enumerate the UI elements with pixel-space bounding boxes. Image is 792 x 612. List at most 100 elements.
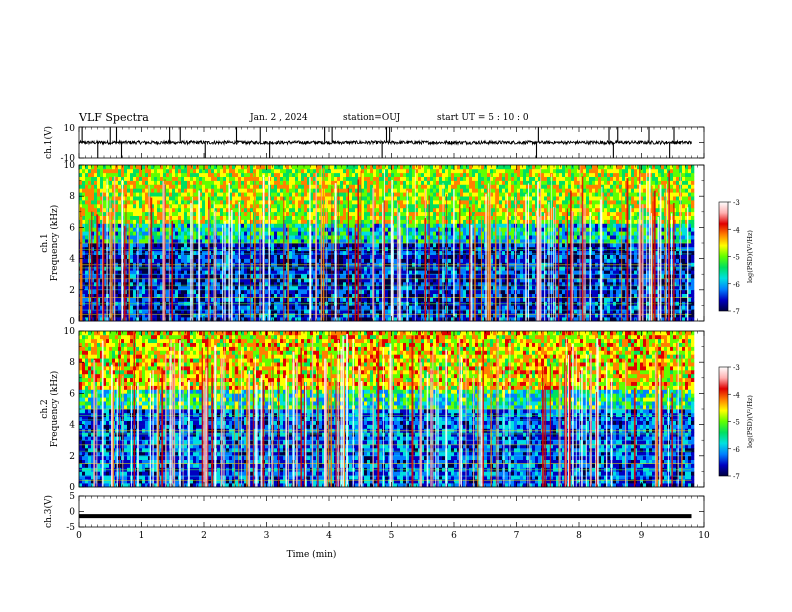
ch1-spectrogram-cell (394, 181, 397, 185)
ch1-spectrogram-cell (223, 169, 226, 173)
ch1-spectrogram-cell (403, 231, 406, 235)
ch1-spectrogram-cell (178, 286, 181, 290)
ch1-spectrogram-cell (364, 286, 367, 290)
ch1-spectrogram-cell (328, 259, 331, 263)
ch1-spectrogram-cell (280, 313, 283, 317)
ch1-spectrogram-cell (280, 169, 283, 173)
ch1-spectrogram-cell (367, 266, 370, 270)
ch1-spectrogram-cell (226, 177, 229, 181)
ch1-spectrogram-cell (418, 196, 421, 200)
ch1-spectrogram-cell (361, 286, 364, 290)
ch1-spectrogram-cell (184, 313, 187, 317)
ch1-spectrogram-cell (400, 216, 403, 220)
ch1-spectrogram-cell (133, 204, 136, 208)
ch1-spectrogram-cell (394, 192, 397, 196)
ch1-spectrogram-cell (361, 220, 364, 224)
ch1-spectrogram-cell (130, 243, 133, 247)
ch1-spectrogram-cell (130, 192, 133, 196)
ch1-spectrogram-cell (139, 212, 142, 216)
ch1-spectrogram-cell (82, 216, 85, 220)
ch1-spectrogram-cell (145, 212, 148, 216)
ch1-spectrogram-cell (178, 196, 181, 200)
ch1-spectrogram-cell (142, 220, 145, 224)
ch1-spectrogram-cell (256, 255, 259, 259)
ch1-spectrogram-cell (85, 251, 88, 255)
ch1-spectrogram-cell (394, 239, 397, 243)
ch1-spectrogram-cell (88, 204, 91, 208)
ch1-spectrogram-cell (289, 290, 292, 294)
ch1-spectrogram-cell (343, 298, 346, 302)
ch1-spectrogram-cell (337, 165, 340, 169)
ch1-spectrogram-cell (244, 255, 247, 259)
ch1-spectrogram-cell (79, 185, 82, 189)
ch1-spectrogram-cell (295, 305, 298, 309)
ch1-spectrogram-cell (325, 200, 328, 204)
ch1-spectrogram-cell (181, 181, 184, 185)
ch1-spectrogram-cell (340, 243, 343, 247)
ch1-spectrogram-cell (328, 239, 331, 243)
ch1-spectrogram-cell (217, 235, 220, 239)
ch1-spectrogram-cell (421, 185, 424, 189)
ch1-spectrogram-cell (331, 298, 334, 302)
ch1-spectrogram-cell (337, 266, 340, 270)
ch1-spectrogram-cell (181, 204, 184, 208)
ch1-spectrogram-cell (292, 251, 295, 255)
ch1-spectrogram-cell (277, 204, 280, 208)
ch1-spectrogram-cell (142, 204, 145, 208)
ch1-spectrogram-cell (331, 220, 334, 224)
ch1-spectrogram-cell (172, 196, 175, 200)
ch1-spectrogram-cell (142, 235, 145, 239)
ch1-spectrogram-cell (118, 266, 121, 270)
ch1-spectrogram-cell (91, 173, 94, 177)
ch1-spectrogram-cell (142, 305, 145, 309)
ch1-spectrogram-cell (115, 270, 118, 274)
ch1-spectrogram-cell (184, 305, 187, 309)
ch1-spectrogram-cell (325, 305, 328, 309)
ch1-spectrogram-cell (325, 227, 328, 231)
ch1-spectrogram-cell (175, 173, 178, 177)
ch1-spectrogram-cell (178, 185, 181, 189)
ch1-spectrogram-cell (403, 239, 406, 243)
ch1-spectrogram-cell (127, 165, 130, 169)
ch1-spectrogram-cell (304, 305, 307, 309)
ch1-spectrogram-cell (103, 200, 106, 204)
ch1-spectrogram-cell (256, 200, 259, 204)
ch1-spectrogram-cell (85, 313, 88, 317)
ch1-spectrogram-cell (364, 313, 367, 317)
ch1-spectrogram-cell (331, 274, 334, 278)
ch1-spectrogram-cell (367, 200, 370, 204)
ch1-spectrogram-cell (184, 227, 187, 231)
ch1-spectrogram-cell (334, 169, 337, 173)
ch1-spectrogram-cell (271, 235, 274, 239)
ch1-spectrogram-cell (385, 196, 388, 200)
ch1-spectrogram-cell (133, 251, 136, 255)
ch1-spectrogram-cell (331, 208, 334, 212)
ch1-spectrogram-cell (130, 282, 133, 286)
ch1-spectrogram-cell (106, 216, 109, 220)
ch1-spectrogram-cell (142, 270, 145, 274)
ch1-spectrogram-cell (157, 216, 160, 220)
ch1-spectrogram-cell (166, 298, 169, 302)
ch1-spectrogram-cell (319, 165, 322, 169)
ch1-spectrogram-cell (325, 251, 328, 255)
ch1-spectrogram-cell (388, 185, 391, 189)
ch1-spectrogram-cell (211, 165, 214, 169)
ch1-spectrogram-cell (271, 212, 274, 216)
ch1-spectrogram-cell (193, 294, 196, 298)
ch1-spectrogram-cell (151, 185, 154, 189)
ch1-spectrogram-cell (139, 231, 142, 235)
ch1-spectrogram-cell (205, 259, 208, 263)
ch1-spectrogram-cell (163, 173, 166, 177)
ch1-spectrogram-cell (184, 235, 187, 239)
ch1-spectrogram-cell (184, 298, 187, 302)
ch1-spectrogram-cell (271, 196, 274, 200)
ch1-spectrogram-cell (136, 200, 139, 204)
ch1-spectrogram-cell (157, 282, 160, 286)
ch1-spectrogram-cell (406, 165, 409, 169)
ch1-spectrogram-cell (238, 165, 241, 169)
ch1-spectrogram-cell (304, 196, 307, 200)
ch1-spectrogram-cell (280, 266, 283, 270)
ch1-spectrogram-cell (235, 259, 238, 263)
ch1-spectrogram-cell (271, 266, 274, 270)
ch1-spectrogram-cell (193, 212, 196, 216)
